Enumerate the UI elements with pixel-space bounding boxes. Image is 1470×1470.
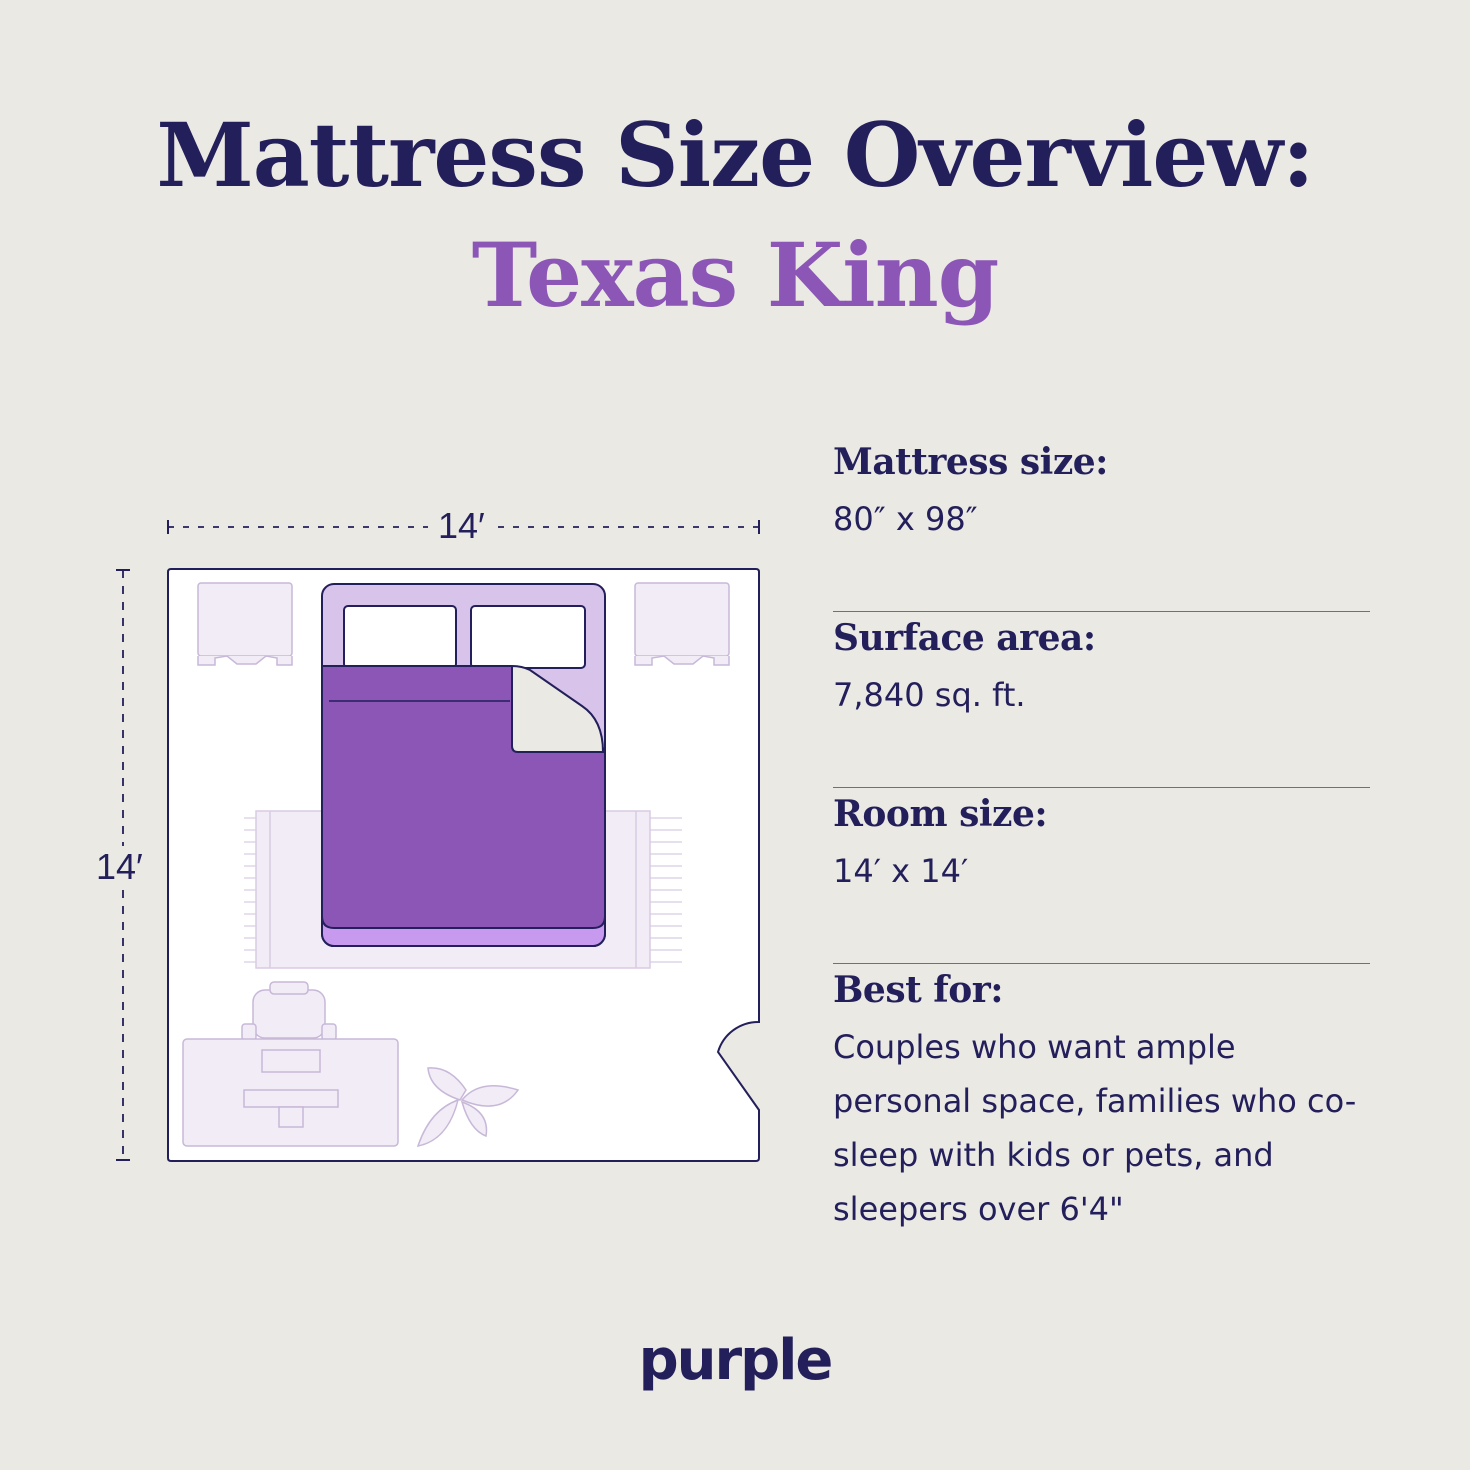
nightstand-left	[197, 582, 293, 666]
desk	[182, 1038, 399, 1147]
surface-area-section: Surface area: 7,840 sq. ft.	[833, 612, 1370, 788]
pillow-right	[470, 605, 586, 669]
width-dimension	[167, 520, 760, 534]
plant	[416, 1067, 520, 1147]
surface-area-value: 7,840 sq. ft.	[833, 676, 1026, 714]
info-panel: Mattress size: 80″ x 98″ Surface area: 7…	[833, 436, 1370, 1228]
mattress-size-heading: Mattress size:	[833, 441, 1108, 483]
page-title: Mattress Size Overview:	[156, 103, 1314, 207]
title-block: Mattress Size Overview: Texas King	[0, 95, 1470, 335]
room-size-heading: Room size:	[833, 793, 1048, 835]
room-height-label: 14′	[86, 846, 153, 888]
door	[717, 1021, 760, 1053]
page-subtitle: Texas King	[471, 223, 999, 327]
room-size-value: 14′ x 14′	[833, 852, 969, 890]
blanket-fold	[511, 664, 605, 753]
room-width-label: 14′	[428, 505, 495, 547]
floorplan-diagram	[116, 520, 760, 1162]
best-for-heading: Best for:	[833, 969, 1004, 1011]
mattress-size-section: Mattress size: 80″ x 98″	[833, 436, 1370, 612]
best-for-value: Couples who want ample personal space, f…	[833, 1028, 1357, 1228]
best-for-section: Best for: Couples who want ample persona…	[833, 964, 1370, 1228]
room-size-section: Room size: 14′ x 14′	[833, 788, 1370, 964]
pillow-left	[343, 605, 457, 669]
bed	[321, 583, 606, 947]
mattress-size-value: 80″ x 98″	[833, 500, 978, 538]
surface-area-heading: Surface area:	[833, 617, 1096, 659]
nightstand-right	[634, 582, 730, 666]
brand-logo: purple	[638, 1328, 834, 1393]
